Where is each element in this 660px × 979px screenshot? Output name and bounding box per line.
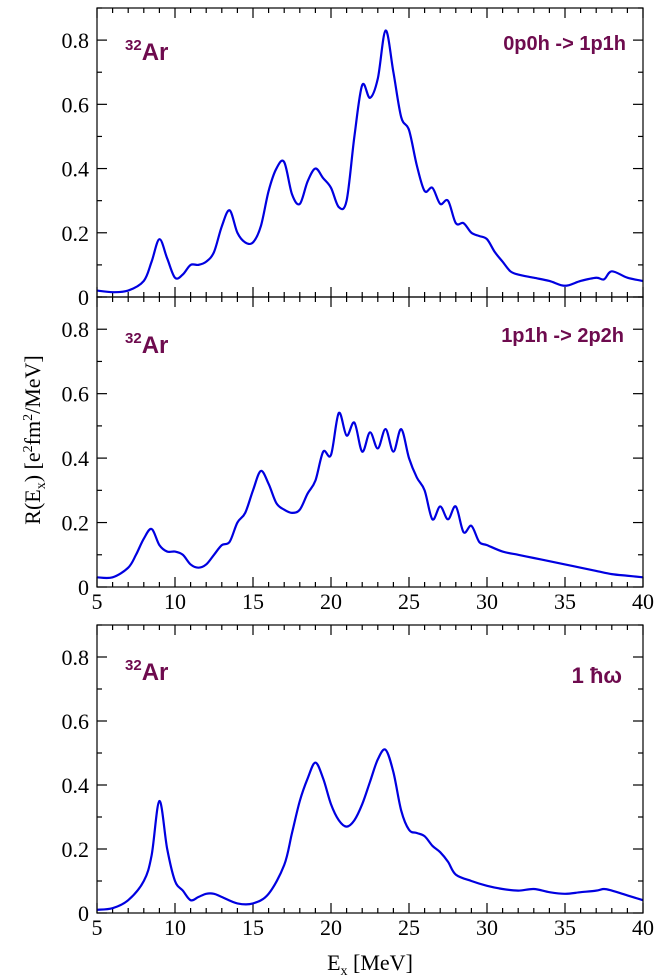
y-tick-label: 0.8 <box>62 317 90 342</box>
x-tick-label: 30 <box>476 915 498 940</box>
y-axis-title-sup1: 2 <box>21 445 36 452</box>
panel-bottom-frame <box>96 624 644 914</box>
y-tick-label: 0.6 <box>62 92 90 117</box>
y-tick-label: 0.6 <box>62 709 90 734</box>
x-axis-title-sub: x <box>341 964 348 979</box>
x-tick-label: 20 <box>320 589 342 614</box>
x-tick-label: 35 <box>554 915 576 940</box>
y-axis-title-mid: ) [e <box>20 452 45 482</box>
y-tick-label: 0.2 <box>62 837 90 862</box>
y-tick-label: 0 <box>78 285 89 310</box>
panel-bottom-transition-label: 1 ħω <box>572 663 622 688</box>
panel-middle: 0 0.2 0.4 0.6 0.8 5 10 15 20 25 30 35 40 32Ar 1p1h … <box>62 296 654 614</box>
panel-bottom-nucleus-mass: 32 <box>125 657 142 674</box>
panel-bottom-series-line <box>96 748 644 911</box>
y-tick-label: 0.2 <box>62 511 90 536</box>
y-axis-title-end: /MeV] <box>20 355 45 414</box>
panel-middle-frame <box>96 296 644 588</box>
panel-middle-nucleus-label: 32Ar <box>125 330 168 359</box>
panel-middle-transition-label: 1p1h -> 2p2h <box>501 325 624 347</box>
panel-bottom: 0 0.2 0.4 0.6 0.8 5 10 15 20 25 30 35 40 32Ar 1 ħω <box>62 624 654 940</box>
x-tick-label: 25 <box>398 915 420 940</box>
panel-middle-series-line <box>96 411 644 580</box>
x-tick-label: 25 <box>398 589 420 614</box>
panel-top-nucleus-label: 32Ar <box>125 37 168 66</box>
y-tick-label: 0.8 <box>62 28 90 53</box>
panel-top-series-line <box>96 29 644 294</box>
panel-top-nucleus-mass: 32 <box>125 37 142 54</box>
y-tick-label: 0 <box>78 901 89 926</box>
y-axis-title: R(Ex) [e2fm2/MeV] <box>20 355 49 524</box>
x-tick-label: 10 <box>164 915 186 940</box>
y-axis-title-sub: x <box>34 482 49 489</box>
y-tick-label: 0.4 <box>62 446 90 471</box>
panel-top: 0 0.2 0.4 0.6 0.8 32Ar 0p0h -> 1p1h <box>62 7 644 310</box>
panel-middle-nucleus-mass: 32 <box>125 330 142 347</box>
x-tick-label: 5 <box>92 915 103 940</box>
x-tick-label: 40 <box>632 915 654 940</box>
x-tick-label: 15 <box>242 915 264 940</box>
x-axis-title-main: E <box>327 950 340 975</box>
x-tick-label: 10 <box>164 589 186 614</box>
x-tick-label: 5 <box>92 589 103 614</box>
x-axis-title-end: [MeV] <box>348 950 413 975</box>
y-tick-label: 0.2 <box>62 221 90 246</box>
y-tick-label: 0.4 <box>62 157 90 182</box>
panel-middle-y-ticks: 0 0.2 0.4 0.6 0.8 <box>62 296 643 600</box>
panel-middle-nucleus-symbol: Ar <box>142 332 169 359</box>
panel-bottom-nucleus-symbol: Ar <box>142 659 169 686</box>
x-tick-label: 40 <box>632 589 654 614</box>
x-tick-label: 30 <box>476 589 498 614</box>
y-tick-label: 0.6 <box>62 382 90 407</box>
x-tick-label: 35 <box>554 589 576 614</box>
y-tick-label: 0 <box>78 575 89 600</box>
x-axis-title: Ex [MeV] <box>327 950 413 979</box>
x-tick-label: 20 <box>320 915 342 940</box>
panel-top-nucleus-symbol: Ar <box>142 39 169 66</box>
panel-top-y-ticks: 0 0.2 0.4 0.6 0.8 <box>62 7 643 310</box>
y-tick-label: 0.8 <box>62 645 90 670</box>
y-tick-label: 0.4 <box>62 773 90 798</box>
panel-middle-x-ticks: 5 10 15 20 25 30 35 40 <box>92 297 654 614</box>
panel-top-transition-label: 0p0h -> 1p1h <box>503 33 626 55</box>
y-axis-title-main: R(E <box>20 489 45 524</box>
panel-bottom-nucleus-label: 32Ar <box>125 657 168 686</box>
y-axis-title-sup2: 2 <box>21 414 36 421</box>
x-tick-label: 15 <box>242 589 264 614</box>
panel-bottom-x-ticks: 5 10 15 20 25 30 35 40 <box>92 625 654 940</box>
y-axis-title-mid2: fm <box>20 421 45 445</box>
